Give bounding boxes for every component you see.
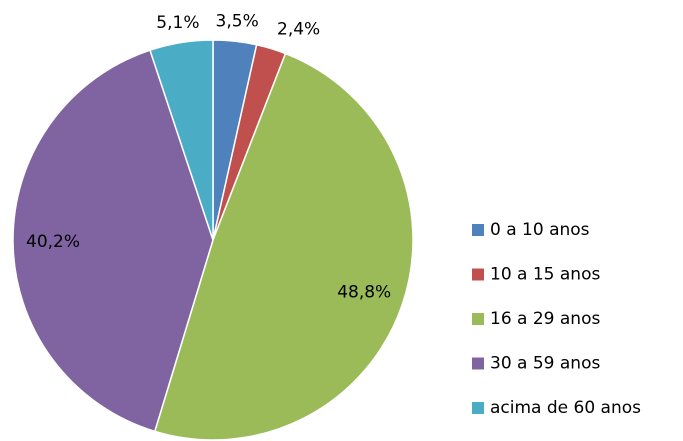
data-label: 40,2% <box>26 232 80 252</box>
legend-label: 16 a 29 anos <box>490 309 600 329</box>
legend-swatch <box>472 357 484 370</box>
pie-slice <box>149 39 214 241</box>
legend-swatch <box>472 313 484 325</box>
data-label: 5,1% <box>156 13 199 33</box>
data-label: 48,8% <box>337 282 391 302</box>
pie-slice <box>12 49 214 433</box>
legend-swatch <box>472 268 484 281</box>
legend-label: 30 a 59 anos <box>490 354 600 374</box>
pie-slice <box>153 52 414 441</box>
legend-swatch <box>472 402 484 414</box>
legend-swatch <box>472 224 484 236</box>
legend-label: 0 a 10 anos <box>490 220 590 240</box>
legend-label: 10 a 15 anos <box>490 265 600 285</box>
data-label: 3,5% <box>216 11 259 31</box>
data-label: 2,4% <box>277 20 320 40</box>
legend-label: acima de 60 anos <box>490 398 641 418</box>
